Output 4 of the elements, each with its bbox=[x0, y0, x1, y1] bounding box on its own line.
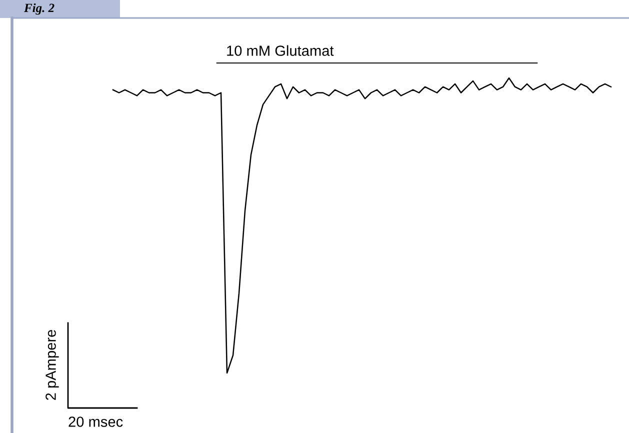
text: 20 msec bbox=[68, 416, 123, 427]
chart-title: Fig. 2 bbox=[24, 3, 54, 15]
text: 10 mM Glutamat bbox=[227, 45, 334, 56]
text: 2 pAmpere bbox=[46, 330, 59, 400]
